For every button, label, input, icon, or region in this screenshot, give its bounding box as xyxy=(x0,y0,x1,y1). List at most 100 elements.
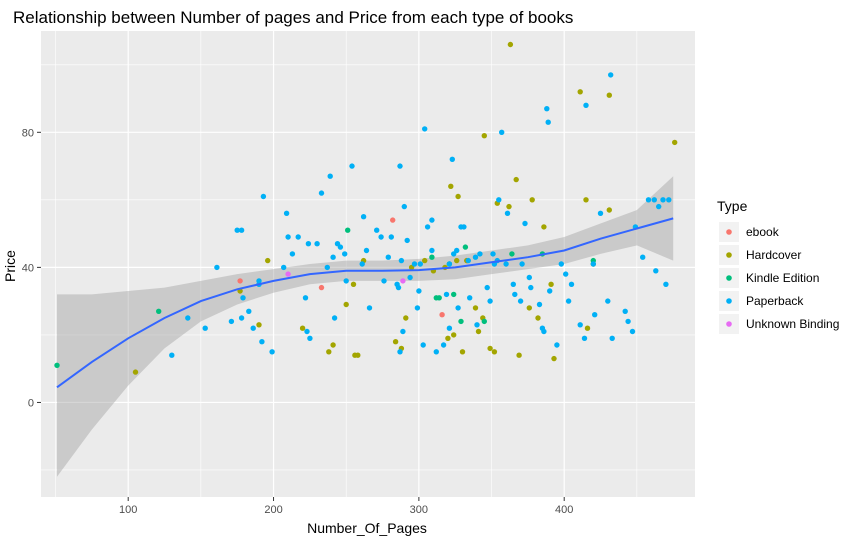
data-point-paperback xyxy=(397,163,403,169)
data-point-hardcover xyxy=(487,345,493,352)
data-point-paperback xyxy=(318,190,325,196)
plot-panel xyxy=(41,31,695,497)
data-point-paperback xyxy=(433,349,439,355)
x-tick-label: 400 xyxy=(555,504,573,516)
data-point-paperback xyxy=(526,274,532,281)
y-tick-label: 80 xyxy=(22,127,34,139)
data-point-paperback xyxy=(250,325,256,331)
data-point-hardcover xyxy=(299,325,306,331)
data-point-paperback xyxy=(512,291,518,298)
data-point-ebook xyxy=(237,278,243,284)
data-point-paperback xyxy=(360,214,367,220)
data-point-ebook xyxy=(318,284,325,291)
data-point-kindle-edition xyxy=(451,291,457,298)
data-point-hardcover xyxy=(265,257,271,264)
data-point-paperback xyxy=(504,210,511,216)
data-point-kindle-edition xyxy=(54,362,60,368)
data-point-hardcover xyxy=(548,281,554,287)
data-point-paperback xyxy=(234,227,240,233)
data-point-paperback xyxy=(374,227,380,233)
data-point-paperback xyxy=(304,328,310,335)
data-point-hardcover xyxy=(526,305,532,311)
data-point-paperback xyxy=(414,305,421,311)
data-point-paperback xyxy=(259,339,265,345)
data-point-paperback xyxy=(503,261,509,267)
grid-lines xyxy=(41,31,695,497)
data-point-paperback xyxy=(363,247,370,254)
data-point-paperback xyxy=(544,106,550,112)
data-point-hardcover xyxy=(529,197,535,203)
data-point-paperback xyxy=(640,254,646,260)
data-point-paperback xyxy=(440,342,447,348)
data-point-paperback xyxy=(378,234,384,240)
data-point-paperback xyxy=(324,264,330,271)
legend-marker-ebook xyxy=(726,229,732,235)
data-point-ebook xyxy=(439,312,445,318)
data-point-hardcover xyxy=(451,332,457,338)
data-point-paperback xyxy=(314,241,320,247)
data-point-hardcover xyxy=(343,301,349,308)
data-point-paperback xyxy=(517,298,524,304)
data-point-paperback xyxy=(472,254,479,260)
data-point-paperback xyxy=(499,129,505,135)
data-point-paperback xyxy=(429,247,435,254)
data-point-paperback xyxy=(305,241,312,247)
x-tick-label: 100 xyxy=(119,504,137,516)
data-point-hardcover xyxy=(481,133,487,139)
data-point-paperback xyxy=(510,281,516,287)
data-point-paperback xyxy=(429,217,435,223)
data-point-paperback xyxy=(404,237,410,244)
data-point-paperback xyxy=(185,315,191,321)
x-tick-label: 200 xyxy=(264,504,282,516)
y-axis-title: Price xyxy=(2,250,18,282)
legend-label-kindle-edition: Kindle Edition xyxy=(746,271,819,285)
data-point-paperback xyxy=(541,328,547,335)
data-point-paperback xyxy=(420,342,426,348)
y-tick-label: 40 xyxy=(22,262,34,274)
data-point-paperback xyxy=(238,227,245,233)
data-point-paperback xyxy=(411,261,418,267)
data-point-paperback xyxy=(238,315,245,321)
data-point-hardcover xyxy=(132,369,139,375)
data-point-kindle-edition xyxy=(429,254,435,260)
data-point-paperback xyxy=(645,197,652,203)
axes: 100 200 300 400 0 40 80 xyxy=(22,127,574,516)
data-point-paperback xyxy=(422,126,428,132)
data-point-kindle-edition xyxy=(462,244,469,250)
data-point-paperback xyxy=(545,119,551,125)
data-point-paperback xyxy=(522,220,528,227)
data-point-paperback xyxy=(625,318,631,325)
data-point-hardcover xyxy=(506,203,512,210)
data-point-kindle-edition xyxy=(156,308,162,314)
data-point-paperback xyxy=(289,251,296,257)
data-point-paperback xyxy=(343,278,349,284)
data-point-paperback xyxy=(605,298,611,304)
data-point-paperback xyxy=(577,322,583,328)
data-point-paperback xyxy=(446,325,453,331)
data-point-hardcover xyxy=(355,352,361,358)
data-point-paperback xyxy=(592,312,598,318)
data-point-paperback xyxy=(295,234,301,240)
data-point-paperback xyxy=(465,257,471,264)
data-point-paperback xyxy=(547,288,553,294)
data-point-paperback xyxy=(629,328,636,335)
data-point-paperback xyxy=(660,197,666,203)
legend-marker-unknown-binding xyxy=(726,321,732,327)
data-point-kindle-edition xyxy=(458,318,464,325)
data-point-paperback xyxy=(449,156,455,162)
data-point-unknown-binding xyxy=(400,278,406,284)
data-point-paperback xyxy=(381,278,387,284)
data-point-paperback xyxy=(337,244,344,250)
data-point-paperback xyxy=(609,335,615,341)
data-point-paperback xyxy=(581,335,588,341)
data-point-paperback xyxy=(327,173,333,179)
data-point-paperback xyxy=(269,349,275,355)
data-point-paperback xyxy=(202,325,208,331)
data-point-paperback xyxy=(281,264,287,271)
legend: Type ebook Hardcover Kindle Edition Paperba… xyxy=(717,198,839,334)
data-point-paperback xyxy=(622,308,628,314)
data-point-hardcover xyxy=(445,335,451,341)
data-points xyxy=(54,41,678,375)
data-point-hardcover xyxy=(350,281,357,287)
